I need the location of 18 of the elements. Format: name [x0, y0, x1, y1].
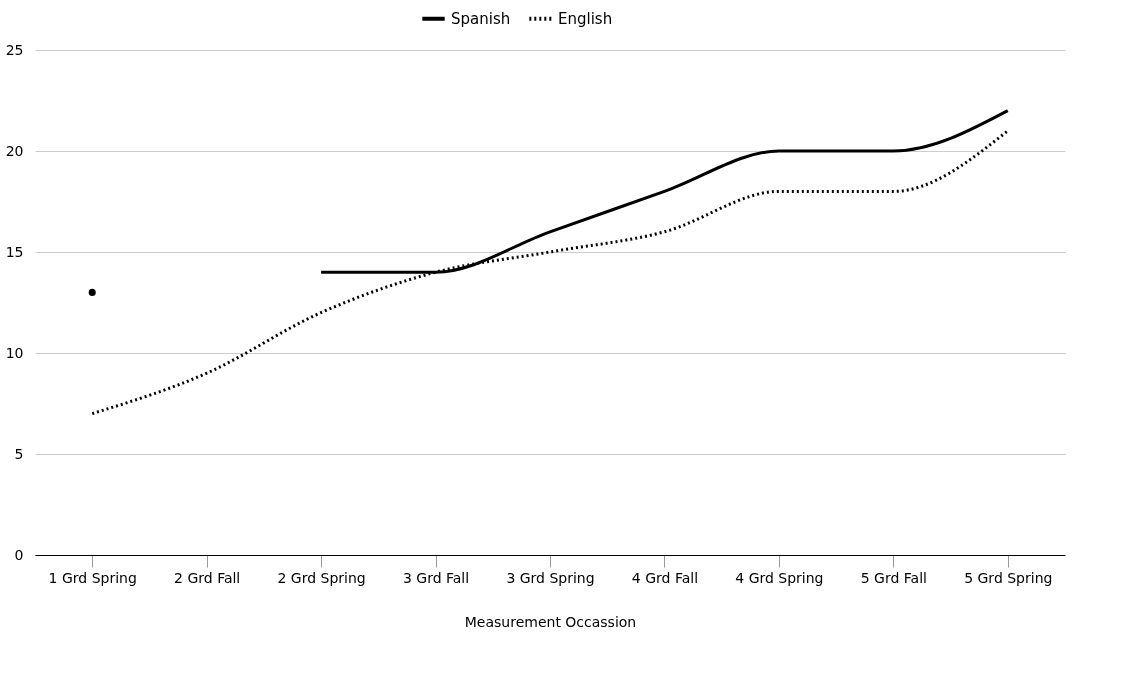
x-tick-label: 5 Grd Spring: [964, 569, 1053, 586]
x-tick-label: 1 Grd Spring: [48, 569, 137, 586]
y-tick-label: 10: [5, 344, 24, 361]
y-tick-label: 25: [5, 41, 24, 58]
legend-label: Spanish: [451, 9, 511, 28]
y-tick-label: 5: [14, 445, 24, 462]
x-tick-label: 2 Grd Fall: [174, 569, 241, 586]
x-tick-label: 3 Grd Fall: [402, 569, 470, 586]
y-tick-label: 20: [5, 142, 24, 159]
x-tick-label: 5 Grd Fall: [860, 569, 927, 586]
x-tick-label: 2 Grd Spring: [277, 569, 366, 586]
y-tick-label: 15: [5, 243, 24, 260]
x-axis-title: Measurement Occassion: [464, 613, 637, 630]
x-tick-label: 4 Grd Fall: [631, 569, 699, 586]
x-tick-label: 4 Grd Spring: [735, 569, 824, 586]
legend-label: English: [558, 9, 613, 28]
x-tick-label: 3 Grd Spring: [506, 569, 595, 586]
y-tick-label: 0: [14, 546, 24, 563]
